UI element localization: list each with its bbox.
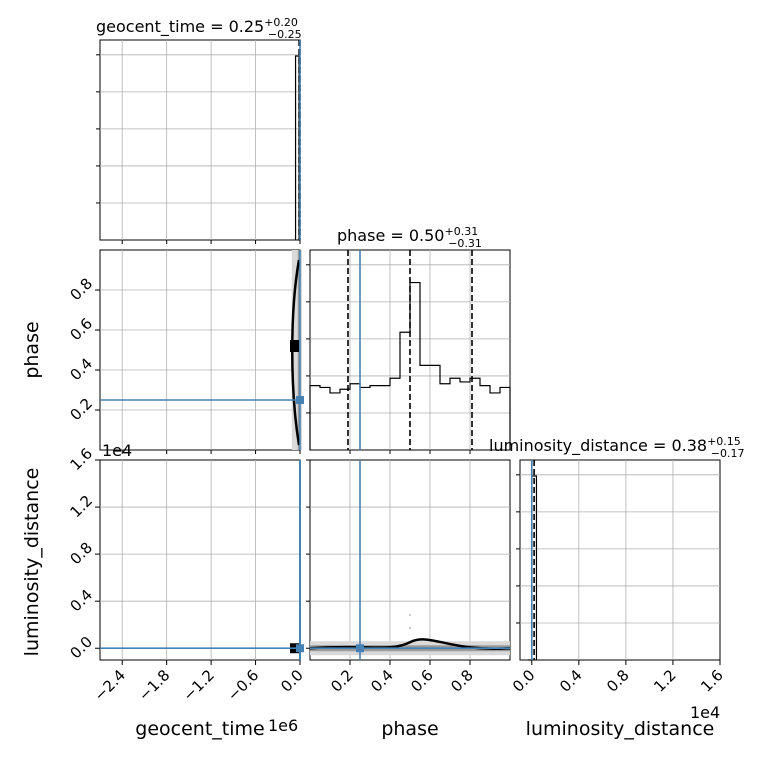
truth-marker bbox=[296, 644, 304, 653]
title-geocent-time: geocent_time = 0.25+0.20 −0.25 bbox=[96, 16, 302, 41]
y-tick-label-luminosity_distance: 0.4 bbox=[66, 586, 96, 616]
panel-geocent-time-vs-phase bbox=[99, 249, 304, 451]
panel-phase-vs-luminosity-distance bbox=[309, 459, 511, 661]
x-tick-label-phase: 0.8 bbox=[447, 666, 477, 696]
x-tick-label-phase: 0.4 bbox=[367, 666, 397, 696]
x-tick-label-luminosity_distance: 0.0 bbox=[509, 666, 539, 696]
y-tick-label-luminosity_distance: 0.0 bbox=[66, 633, 96, 663]
offset-text-luminosity-distance-x: 1e4 bbox=[690, 703, 720, 722]
x-tick-label-phase: 0.2 bbox=[327, 666, 357, 696]
contour-line bbox=[309, 638, 511, 651]
x-tick-label-geocent_time: −0.6 bbox=[224, 666, 262, 704]
x-tick-label-luminosity_distance: 1.6 bbox=[697, 666, 727, 696]
y-tick-label-luminosity_distance: 1.2 bbox=[66, 492, 96, 522]
x-tick-label-luminosity_distance: 0.4 bbox=[556, 666, 586, 696]
xlabel-geocent-time: geocent_time bbox=[135, 718, 264, 740]
xlabel-luminosity-distance: luminosity_distance bbox=[526, 718, 715, 740]
x-tick-label-geocent_time: 0.0 bbox=[277, 666, 307, 696]
x-tick-label-geocent_time: −1.8 bbox=[135, 666, 173, 704]
title-phase: phase = 0.50+0.31 −0.31 bbox=[337, 225, 482, 250]
y-tick-label-luminosity_distance: 0.8 bbox=[66, 539, 96, 569]
x-tick-label-geocent_time: −1.2 bbox=[179, 666, 217, 704]
scatter-point bbox=[409, 614, 411, 616]
xlabel-phase: phase bbox=[381, 718, 438, 740]
ylabel-luminosity-distance: luminosity_distance bbox=[21, 468, 43, 657]
x-tick-label-geocent_time: −2.4 bbox=[91, 666, 129, 704]
y-tick-label-phase: 0.4 bbox=[66, 354, 96, 384]
panel-hist-geocent-time bbox=[96, 39, 301, 241]
truth-marker bbox=[296, 396, 304, 404]
y-tick-label-phase: 0.8 bbox=[66, 274, 96, 304]
truth-marker bbox=[356, 644, 364, 653]
y-tick-label-luminosity_distance: 1.6 bbox=[66, 444, 96, 474]
y-tick-label-phase: 0.6 bbox=[66, 314, 96, 344]
scatter-point bbox=[409, 627, 411, 629]
panel-hist-phase bbox=[306, 249, 511, 451]
density-peak bbox=[290, 340, 299, 352]
offset-text-geocent-time: 1e6 bbox=[268, 716, 298, 735]
y-tick-label-phase: 0.2 bbox=[66, 394, 96, 424]
panel-hist-luminosity-distance bbox=[516, 459, 721, 661]
x-tick-label-phase: 0.6 bbox=[407, 666, 437, 696]
title-luminosity-distance: luminosity_distance = 0.38+0.15 −0.17 bbox=[489, 435, 745, 460]
x-tick-label-luminosity_distance: 0.8 bbox=[603, 666, 633, 696]
ylabel-phase: phase bbox=[21, 321, 43, 378]
x-tick-label-luminosity_distance: 1.2 bbox=[650, 666, 680, 696]
panel-geocent-time-vs-luminosity-distance bbox=[99, 459, 304, 661]
offset-text-luminosity-distance-y: 1e4 bbox=[102, 441, 132, 460]
